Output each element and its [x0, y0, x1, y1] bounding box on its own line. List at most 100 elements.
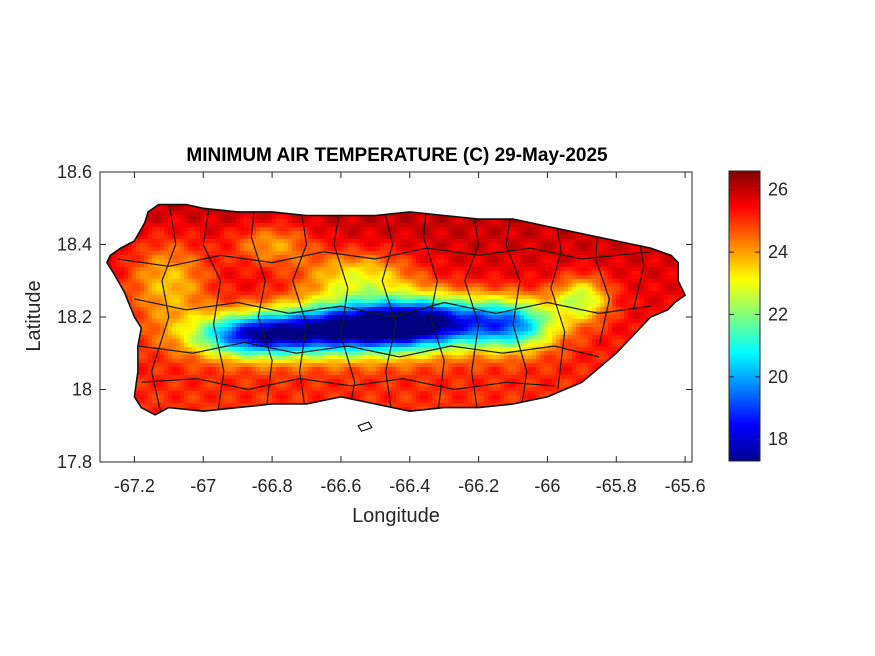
- field-cell: [384, 323, 389, 328]
- field-cell: [316, 323, 321, 328]
- field-cell: [332, 367, 337, 372]
- field-cell: [272, 383, 277, 388]
- field-cell: [136, 387, 141, 392]
- field-cell: [320, 375, 325, 380]
- field-cell: [376, 331, 381, 336]
- field-cell: [196, 335, 201, 340]
- field-cell: [408, 387, 413, 392]
- field-cell: [408, 295, 413, 300]
- field-cell: [280, 247, 285, 252]
- field-cell: [276, 367, 281, 372]
- field-cell: [248, 363, 253, 368]
- field-cell: [372, 227, 377, 232]
- field-cell: [200, 235, 205, 240]
- field-cell: [128, 283, 133, 288]
- field-cell: [380, 327, 385, 332]
- field-cell: [144, 387, 149, 392]
- field-cell: [300, 395, 305, 400]
- field-cell: [404, 279, 409, 284]
- field-cell: [152, 391, 157, 396]
- field-cell: [396, 239, 401, 244]
- field-cell: [176, 399, 181, 404]
- field-cell: [360, 231, 365, 236]
- field-cell: [256, 259, 261, 264]
- field-cell: [372, 383, 377, 388]
- field-cell: [392, 375, 397, 380]
- field-cell: [332, 391, 337, 396]
- field-cell: [264, 263, 269, 268]
- field-cell: [396, 243, 401, 248]
- field-cell: [400, 359, 405, 364]
- field-cell: [416, 387, 421, 392]
- field-cell: [284, 255, 289, 260]
- field-cell: [184, 391, 189, 396]
- field-cell: [136, 315, 141, 320]
- field-cell: [164, 391, 169, 396]
- field-cell: [412, 271, 417, 276]
- field-cell: [168, 259, 173, 264]
- field-cell: [368, 239, 373, 244]
- field-cell: [260, 359, 265, 364]
- field-cell: [360, 299, 365, 304]
- field-cell: [248, 395, 253, 400]
- field-cell: [364, 355, 369, 360]
- field-cell: [292, 287, 297, 292]
- field-cell: [372, 239, 377, 244]
- field-cell: [144, 227, 149, 232]
- field-cell: [360, 387, 365, 392]
- field-cell: [256, 287, 261, 292]
- field-cell: [372, 331, 377, 336]
- field-cell: [220, 371, 225, 376]
- field-cell: [320, 259, 325, 264]
- field-cell: [376, 363, 381, 368]
- field-cell: [204, 211, 209, 216]
- field-cell: [220, 339, 225, 344]
- field-cell: [132, 295, 137, 300]
- field-cell: [236, 227, 241, 232]
- field-cell: [236, 251, 241, 256]
- field-cell: [404, 331, 409, 336]
- field-cell: [200, 387, 205, 392]
- field-cell: [364, 343, 369, 348]
- field-cell: [344, 303, 349, 308]
- field-cell: [384, 235, 389, 240]
- field-cell: [172, 239, 177, 244]
- field-cell: [152, 243, 157, 248]
- field-cell: [360, 279, 365, 284]
- field-cell: [380, 391, 385, 396]
- field-cell: [368, 315, 373, 320]
- field-cell: [224, 263, 229, 268]
- field-cell: [192, 331, 197, 336]
- field-cell: [152, 375, 157, 380]
- field-cell: [404, 375, 409, 380]
- field-cell: [396, 347, 401, 352]
- field-cell: [288, 319, 293, 324]
- field-cell: [372, 283, 377, 288]
- field-cell: [380, 251, 385, 256]
- field-cell: [364, 247, 369, 252]
- field-cell: [140, 227, 145, 232]
- field-cell: [180, 335, 185, 340]
- field-cell: [412, 223, 417, 228]
- field-cell: [204, 247, 209, 252]
- field-cell: [296, 227, 301, 232]
- field-cell: [272, 215, 277, 220]
- field-cell: [324, 263, 329, 268]
- field-cell: [248, 383, 253, 388]
- field-cell: [292, 295, 297, 300]
- field-cell: [188, 267, 193, 272]
- field-cell: [248, 215, 253, 220]
- field-cell: [156, 267, 161, 272]
- field-cell: [404, 295, 409, 300]
- field-cell: [296, 247, 301, 252]
- field-cell: [228, 331, 233, 336]
- field-cell: [224, 395, 229, 400]
- field-cell: [392, 307, 397, 312]
- field-cell: [208, 299, 213, 304]
- field-cell: [392, 367, 397, 372]
- field-cell: [420, 267, 425, 272]
- field-cell: [344, 275, 349, 280]
- field-cell: [148, 215, 153, 220]
- field-cell: [196, 359, 201, 364]
- field-cell: [188, 299, 193, 304]
